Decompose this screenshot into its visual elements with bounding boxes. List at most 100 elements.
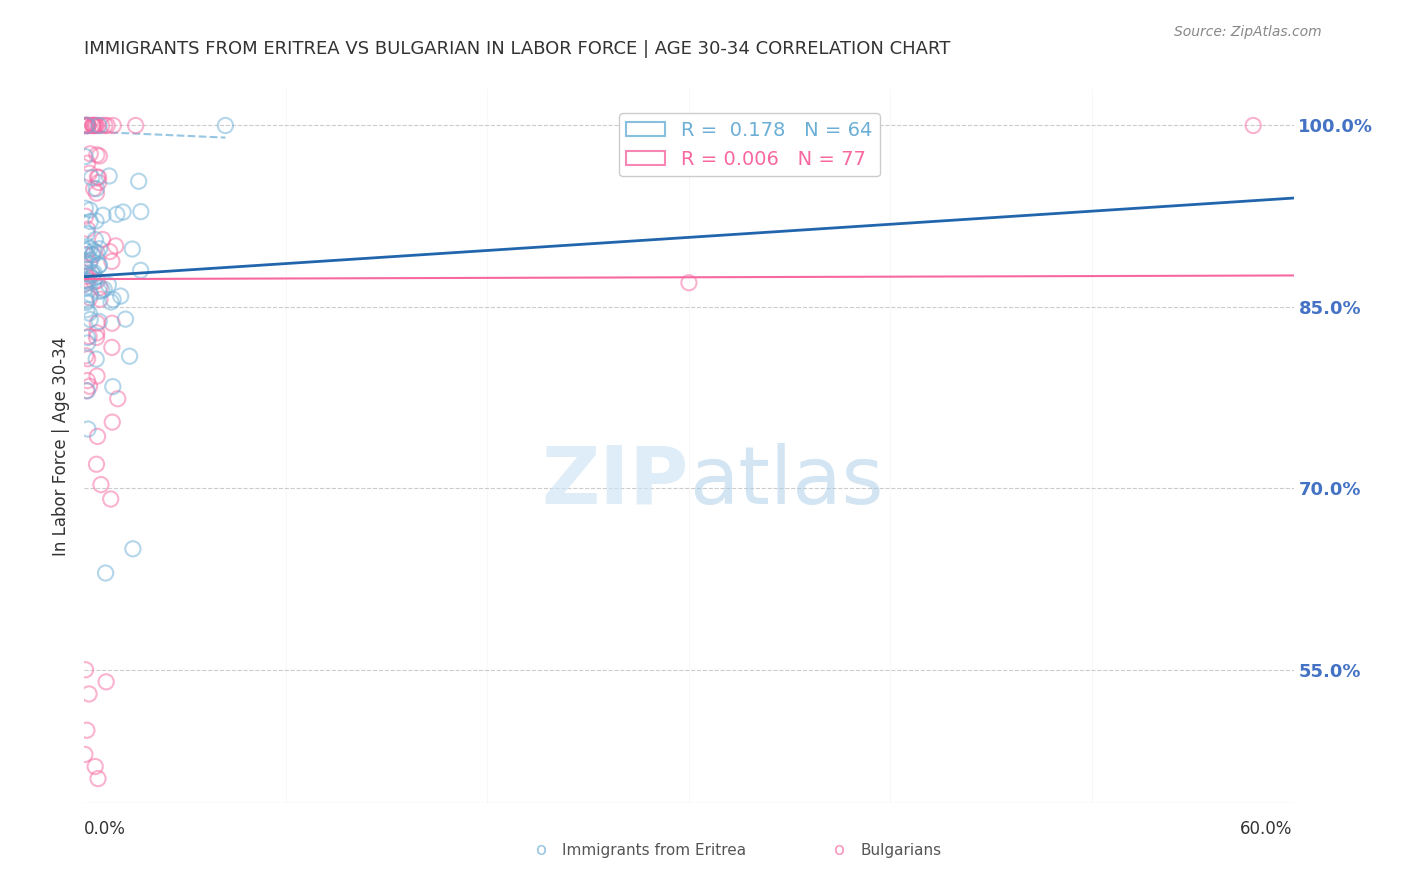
Point [73, 119, 96, 133]
Point [87, 176, 110, 190]
Point [90, 284, 112, 298]
Point [104, 239, 127, 253]
Point [86, 148, 108, 162]
Point [86, 181, 108, 195]
Point [129, 204, 152, 219]
Point [76, 330, 98, 344]
Point [75, 282, 97, 296]
Point [83, 275, 105, 289]
Text: ZIP: ZIP [541, 442, 689, 521]
Point [77, 329, 100, 343]
Point [73, 119, 96, 133]
Point [100, 491, 122, 506]
Point [96, 674, 118, 689]
Point [96, 119, 118, 133]
Point [86, 326, 108, 340]
Text: Source: ZipAtlas.com: Source: ZipAtlas.com [1174, 25, 1322, 39]
Point [89, 242, 111, 256]
Point [73, 258, 96, 272]
Point [73, 119, 96, 133]
Point [93, 282, 115, 296]
Point [87, 119, 110, 133]
Point [75, 273, 97, 287]
Point [89, 258, 111, 272]
Point [76, 156, 98, 170]
Text: o: o [834, 840, 845, 858]
Point [101, 340, 124, 354]
Point [75, 209, 97, 223]
Point [94, 119, 117, 133]
Point [82, 268, 104, 282]
Point [76, 302, 98, 317]
Point [82, 119, 104, 133]
Point [110, 289, 132, 303]
Point [86, 186, 108, 201]
Point [76, 384, 98, 398]
Point [76, 119, 98, 133]
Point [86, 274, 108, 288]
Point [76, 269, 98, 284]
Point [86, 330, 108, 344]
Point [91, 208, 114, 222]
Point [101, 254, 124, 268]
Point [98, 169, 121, 183]
Point [76, 119, 98, 133]
Point [91, 233, 114, 247]
Point [77, 687, 100, 701]
Point [73, 244, 96, 258]
Point [76, 248, 98, 262]
Point [76, 119, 98, 133]
Point [98, 244, 121, 259]
Point [76, 374, 98, 388]
Point [86, 369, 108, 384]
Point [75, 247, 97, 261]
Point [86, 170, 108, 185]
Point [83, 244, 105, 258]
Point [79, 291, 101, 305]
Point [79, 256, 101, 270]
Point [124, 119, 146, 133]
Point [76, 119, 98, 133]
Point [77, 275, 100, 289]
Point [76, 351, 98, 366]
Point [89, 280, 111, 294]
Point [84, 233, 107, 247]
Point [76, 222, 98, 236]
Point [76, 119, 98, 133]
Point [112, 205, 135, 219]
Point [79, 379, 101, 393]
Point [105, 207, 128, 221]
Text: Immigrants from Eritrea: Immigrants from Eritrea [562, 843, 747, 857]
Point [76, 384, 98, 398]
Point [75, 266, 97, 280]
Point [89, 293, 111, 307]
Point [83, 182, 105, 196]
Text: o: o [536, 840, 547, 858]
Point [84, 214, 107, 228]
Point [79, 287, 101, 301]
Point [83, 266, 105, 280]
Point [80, 253, 103, 268]
Point [84, 119, 107, 133]
Point [77, 306, 100, 320]
Point [101, 293, 124, 307]
Point [75, 293, 97, 308]
Point [87, 772, 110, 786]
Point [82, 119, 104, 133]
Point [84, 759, 107, 773]
Point [214, 119, 236, 133]
Point [122, 541, 145, 556]
Point [79, 202, 101, 217]
Point [82, 248, 104, 262]
Point [86, 316, 108, 330]
Point [80, 265, 103, 279]
Text: IMMIGRANTS FROM ERITREA VS BULGARIAN IN LABOR FORCE | AGE 30-34 CORRELATION CHAR: IMMIGRANTS FROM ERITREA VS BULGARIAN IN … [84, 40, 950, 58]
Point [103, 119, 125, 133]
Point [76, 723, 98, 738]
Point [86, 457, 108, 471]
Point [79, 268, 101, 282]
Point [128, 174, 150, 188]
Point [77, 422, 100, 436]
Point [76, 335, 98, 350]
Point [84, 352, 107, 367]
